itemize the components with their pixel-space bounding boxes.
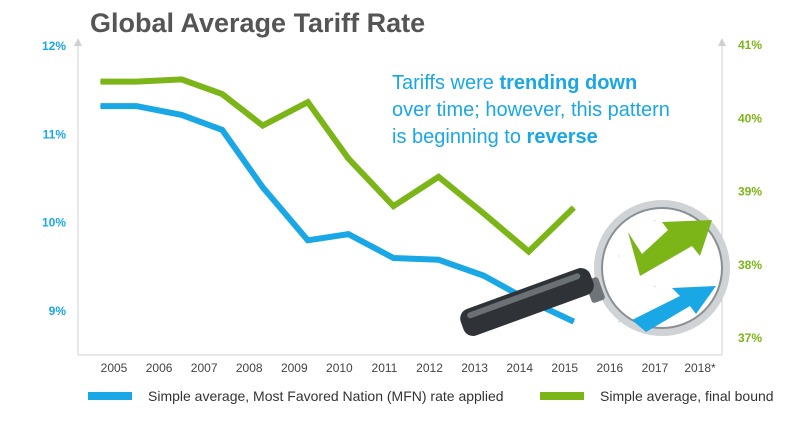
legend-swatch-blue: [88, 392, 132, 400]
annotation-line1: Tariffs were: [392, 72, 500, 94]
annotation-line2: over time; however, this pattern: [392, 99, 670, 121]
x-tick-label: 2014: [506, 361, 533, 375]
series-1-point: [307, 101, 309, 103]
series-1-point: [181, 78, 183, 80]
y-left-tick-label: 9%: [49, 304, 67, 318]
series-line-1: [100, 76, 576, 256]
y-left-tick-label: 10%: [42, 216, 66, 230]
series-0-point: [99, 105, 101, 107]
x-tick-label: 2008: [236, 361, 263, 375]
legend-label-bound: Simple average, final bound: [600, 388, 774, 404]
y-right-tick-labels: 41% 40% 39% 38% 37%: [738, 38, 762, 345]
blue-arrow-icon: [632, 286, 716, 332]
series-0-point: [483, 275, 485, 277]
series-0-point: [438, 259, 440, 261]
chart-annotation: Tariffs were trending down over time; ho…: [392, 70, 722, 151]
series-1-point: [438, 176, 440, 178]
series-1-point: [483, 212, 485, 214]
y-left-tick-labels: 12% 11% 10% 9%: [42, 39, 66, 318]
series-1-point: [136, 81, 138, 83]
x-tick-label: 2011: [372, 361, 398, 375]
y-right-tick-label: 41%: [738, 38, 762, 52]
series-1-point: [99, 81, 101, 83]
series-1-point: [618, 255, 620, 257]
x-tick-labels: 2005 2006 2007 2008 2009 2010 2011 2012 2013 2014…: [101, 361, 716, 375]
x-tick-label: 2018*: [684, 361, 716, 375]
series-0-point: [221, 129, 223, 131]
series-0-point: [181, 114, 183, 116]
y-axis-left-arrow: [74, 38, 82, 46]
y-right-tick-label: 38%: [738, 258, 762, 272]
legend-label-mfn: Simple average, Most Favored Nation (MFN…: [148, 388, 504, 404]
series-line-0: [100, 103, 576, 325]
series-0-point: [573, 321, 575, 323]
legend-item-bound: Simple average, final bound: [540, 388, 774, 404]
series-1-point: [262, 125, 264, 127]
x-tick-label: 2007: [191, 361, 218, 375]
annotation-emphasis-reverse: reverse: [526, 126, 598, 148]
series-0-point: [618, 321, 620, 323]
chart-title: Global Average Tariff Rate: [90, 8, 426, 38]
green-arrow-icon: [628, 220, 712, 276]
series-0-point: [654, 285, 656, 287]
y-right-tick-label: 37%: [738, 331, 762, 345]
series-0-point: [347, 233, 349, 235]
y-axis-right-arrow: [718, 38, 726, 46]
annotation-line3: is beginning to: [392, 126, 527, 148]
x-tick-label: 2016: [596, 361, 623, 375]
legend-item-mfn: Simple average, Most Favored Nation (MFN…: [88, 388, 504, 404]
series-0-point: [307, 239, 309, 241]
chart-axes: [74, 38, 726, 356]
y-left-tick-label: 12%: [42, 39, 66, 53]
x-tick-label: 2009: [281, 361, 308, 375]
series-1-point: [392, 205, 394, 207]
legend-swatch-green: [540, 392, 584, 400]
x-tick-label: 2005: [101, 361, 128, 375]
x-tick-label: 2013: [461, 361, 488, 375]
x-tick-label: 2015: [551, 361, 578, 375]
series-0-point: [392, 257, 394, 259]
y-right-tick-label: 39%: [738, 185, 762, 199]
x-tick-label: 2017: [642, 361, 669, 375]
series-1-point: [221, 93, 223, 95]
x-tick-label: 2012: [416, 361, 443, 375]
series-1-point: [654, 220, 656, 222]
series-0-point: [136, 105, 138, 107]
x-tick-label: 2010: [326, 361, 353, 375]
y-right-tick-label: 40%: [738, 111, 762, 125]
y-left-tick-label: 11%: [43, 127, 67, 141]
series-1-point: [347, 158, 349, 160]
series-0-point: [262, 186, 264, 188]
annotation-emphasis-trending: trending down: [499, 72, 638, 94]
series-1-point: [528, 251, 530, 253]
series-1-point: [573, 207, 575, 209]
x-tick-label: 2006: [146, 361, 173, 375]
trend-arrows: [628, 220, 716, 332]
